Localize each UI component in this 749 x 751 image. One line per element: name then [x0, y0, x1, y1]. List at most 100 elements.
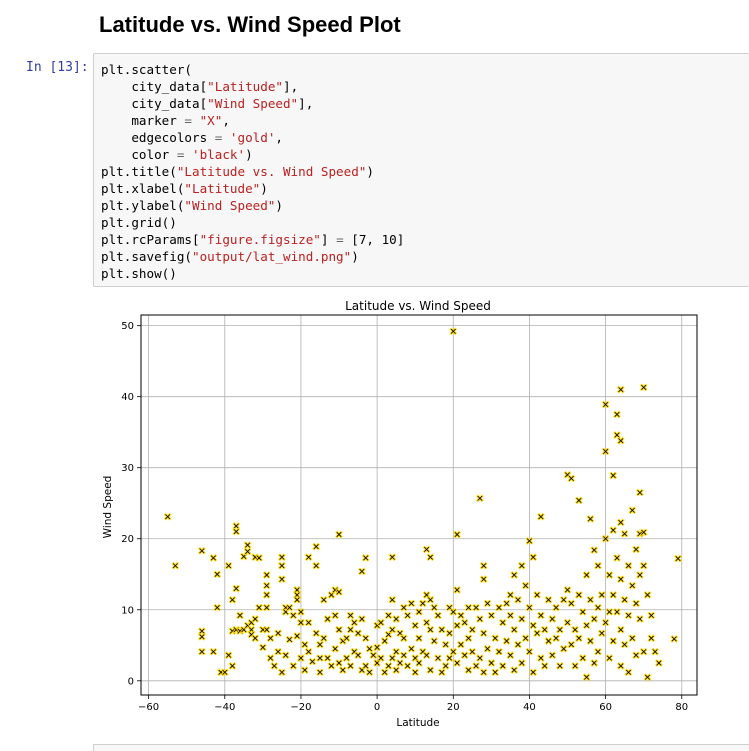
x-tick-label: 60	[599, 702, 612, 713]
data-point	[601, 400, 610, 409]
data-point	[457, 611, 465, 620]
data-point	[483, 599, 492, 608]
code-token: plt.savefig(	[101, 249, 192, 264]
data-point	[586, 595, 595, 604]
data-point	[323, 615, 332, 623]
data-point	[639, 528, 648, 537]
data-point	[335, 625, 343, 634]
next-code-cell[interactable]	[93, 744, 749, 751]
code-string: "Wind Speed"	[207, 96, 299, 111]
data-point	[529, 621, 538, 630]
data-point	[605, 654, 614, 662]
data-point	[209, 647, 218, 656]
x-tick-label: −20	[290, 702, 311, 713]
data-point	[262, 581, 271, 590]
data-point	[232, 527, 241, 536]
data-point	[281, 651, 290, 660]
code-token: plt.title(	[101, 164, 177, 179]
code-token: ],	[282, 79, 299, 94]
data-point	[655, 659, 663, 667]
data-point	[639, 383, 648, 392]
data-point	[445, 629, 454, 638]
data-point	[529, 553, 538, 562]
data-point	[426, 595, 435, 604]
x-tick-label: 0	[374, 702, 380, 713]
data-point	[198, 632, 206, 641]
data-point	[624, 611, 633, 620]
data-point	[437, 668, 446, 677]
code-token: ,	[275, 130, 284, 145]
data-point	[232, 522, 241, 530]
data-point	[228, 662, 237, 670]
input-prompt: In [13]:	[26, 60, 89, 75]
data-point	[601, 534, 610, 543]
axes-frame	[140, 314, 698, 696]
data-point	[533, 629, 541, 638]
data-point	[346, 611, 355, 620]
data-point	[594, 561, 602, 570]
data-point	[525, 537, 534, 545]
data-point	[578, 654, 587, 662]
data-point	[628, 581, 637, 590]
data-point	[415, 634, 423, 643]
data-point	[647, 611, 656, 620]
data-point	[521, 634, 530, 643]
data-point	[430, 637, 439, 645]
data-point	[464, 634, 473, 643]
data-point	[597, 591, 606, 599]
data-point	[495, 603, 503, 612]
data-point	[266, 654, 275, 662]
data-point	[430, 603, 439, 612]
data-point	[616, 625, 625, 634]
data-point	[502, 637, 511, 645]
data-point	[544, 595, 553, 604]
code-cell[interactable]: plt.scatter( city_data["Latitude"], city…	[93, 53, 749, 287]
data-point	[453, 621, 461, 630]
code-token: ]	[320, 232, 337, 247]
data-point	[556, 662, 564, 670]
data-point	[620, 640, 629, 649]
data-point	[300, 640, 309, 649]
code-token: city_data[	[101, 79, 208, 94]
data-point	[616, 385, 625, 394]
data-point	[559, 644, 568, 653]
code-token	[184, 147, 192, 162]
y-tick-label: 30	[121, 463, 134, 474]
data-point	[582, 621, 591, 630]
data-point	[441, 662, 450, 670]
data-point	[510, 625, 519, 634]
data-point	[651, 647, 659, 656]
code-editor[interactable]: plt.scatter( city_data["Latitude"], city…	[101, 61, 404, 282]
data-point	[594, 603, 602, 612]
data-point	[525, 603, 534, 612]
data-point	[422, 651, 431, 660]
data-point	[354, 651, 362, 660]
data-point	[514, 595, 522, 604]
data-point	[460, 618, 469, 627]
data-point	[358, 567, 366, 576]
data-point	[479, 629, 488, 638]
data-point	[396, 659, 404, 667]
data-point	[586, 637, 595, 645]
code-token: plt.xlabel(	[101, 181, 185, 196]
data-point	[674, 554, 682, 563]
data-point	[457, 640, 465, 649]
data-point	[597, 629, 606, 638]
data-point	[544, 637, 553, 645]
data-point	[670, 635, 679, 643]
data-point	[537, 611, 545, 620]
data-point	[377, 618, 385, 627]
data-point	[274, 629, 282, 638]
data-point	[479, 575, 488, 584]
data-point	[415, 608, 423, 616]
data-point	[582, 571, 591, 579]
axis-ticks: −60 −40 −20 0 20 40 60 80 0 10 20 30 40 50	[121, 321, 688, 713]
code-token: plt.show()	[101, 266, 177, 281]
data-point	[643, 673, 652, 682]
data-point	[198, 647, 206, 656]
data-points	[163, 327, 682, 682]
data-point	[312, 561, 321, 570]
data-point	[285, 635, 294, 644]
code-string: 'gold'	[229, 130, 276, 145]
data-point	[304, 553, 313, 562]
